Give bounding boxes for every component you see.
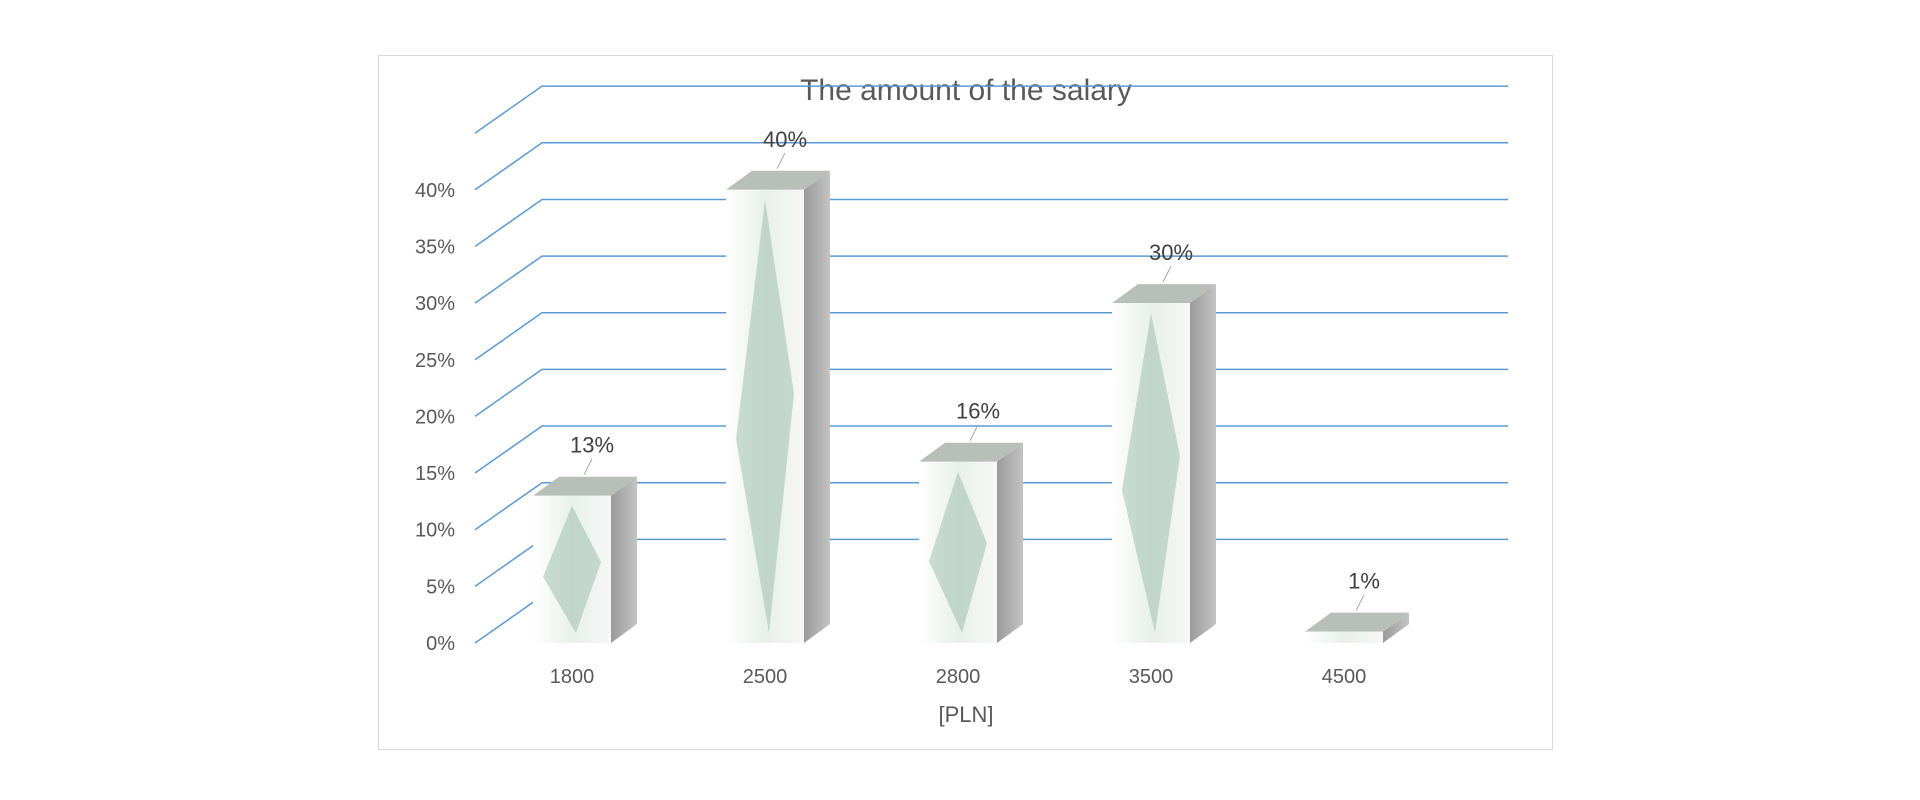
bar-side	[1190, 284, 1216, 643]
data-label: 1%	[1348, 569, 1380, 594]
leader-line	[1162, 265, 1172, 283]
bar-side	[804, 170, 830, 644]
banknote-texture	[736, 199, 794, 634]
bar-top	[726, 170, 830, 190]
x-axis-title: [PLN]	[938, 702, 993, 727]
bar-front	[919, 461, 997, 643]
y-tick-label: 10%	[415, 520, 455, 542]
leader-line	[969, 424, 979, 441]
bar	[726, 152, 830, 644]
bar-top	[1112, 284, 1216, 304]
gridline	[474, 198, 1508, 248]
y-tick-label: 20%	[415, 406, 455, 428]
y-tick-label: 25%	[415, 350, 455, 372]
y-tick-label: 5%	[426, 576, 455, 598]
data-label: 16%	[956, 399, 1000, 424]
bar-front	[1305, 631, 1383, 643]
gridline	[474, 595, 543, 644]
bar-front	[1112, 303, 1190, 643]
y-tick-label: 0%	[426, 633, 455, 655]
x-tick-label: 2800	[936, 666, 981, 688]
bar-top	[919, 442, 1023, 462]
data-label: 40%	[763, 127, 807, 152]
banknote-texture	[543, 505, 601, 633]
bar	[1305, 594, 1409, 643]
leader-line	[1355, 594, 1365, 611]
bar-front	[726, 189, 804, 644]
gridline	[474, 312, 1508, 361]
x-tick-label: 3500	[1129, 666, 1174, 688]
leader-line	[583, 458, 593, 475]
chart-title: The amount of the salary	[800, 74, 1132, 107]
y-axis-ticks: 0% 5% 10% 15% 20% 25% 30% 35% 40%	[415, 180, 455, 655]
bar	[1112, 265, 1216, 643]
bar	[919, 424, 1023, 643]
x-tick-label: 1800	[550, 666, 595, 688]
bar-top	[533, 476, 637, 496]
bar-side	[997, 442, 1023, 643]
bar-top	[1305, 612, 1409, 632]
gridline	[474, 142, 1508, 191]
x-axis-ticks: 1800 2500 2800 3500 4500	[550, 666, 1367, 688]
x-tick-label: 4500	[1322, 666, 1367, 688]
bar-front	[533, 495, 611, 643]
gridline	[474, 255, 1508, 304]
banknote-texture	[929, 471, 987, 633]
y-tick-label: 40%	[415, 180, 455, 202]
bars	[533, 152, 1409, 644]
gridline	[474, 85, 1508, 134]
x-tick-label: 2500	[743, 666, 788, 688]
bar	[533, 458, 637, 643]
bar-side	[611, 476, 637, 643]
y-tick-label: 15%	[415, 463, 455, 485]
y-tick-label: 35%	[415, 236, 455, 258]
y-tick-label: 30%	[415, 293, 455, 315]
banknote-texture	[1122, 313, 1180, 633]
data-labels: 13% 40% 16% 30% 1%	[570, 127, 1380, 594]
data-label: 13%	[570, 433, 614, 458]
leader-line	[776, 152, 786, 170]
data-label: 30%	[1149, 240, 1193, 265]
bar-side	[1383, 612, 1409, 643]
